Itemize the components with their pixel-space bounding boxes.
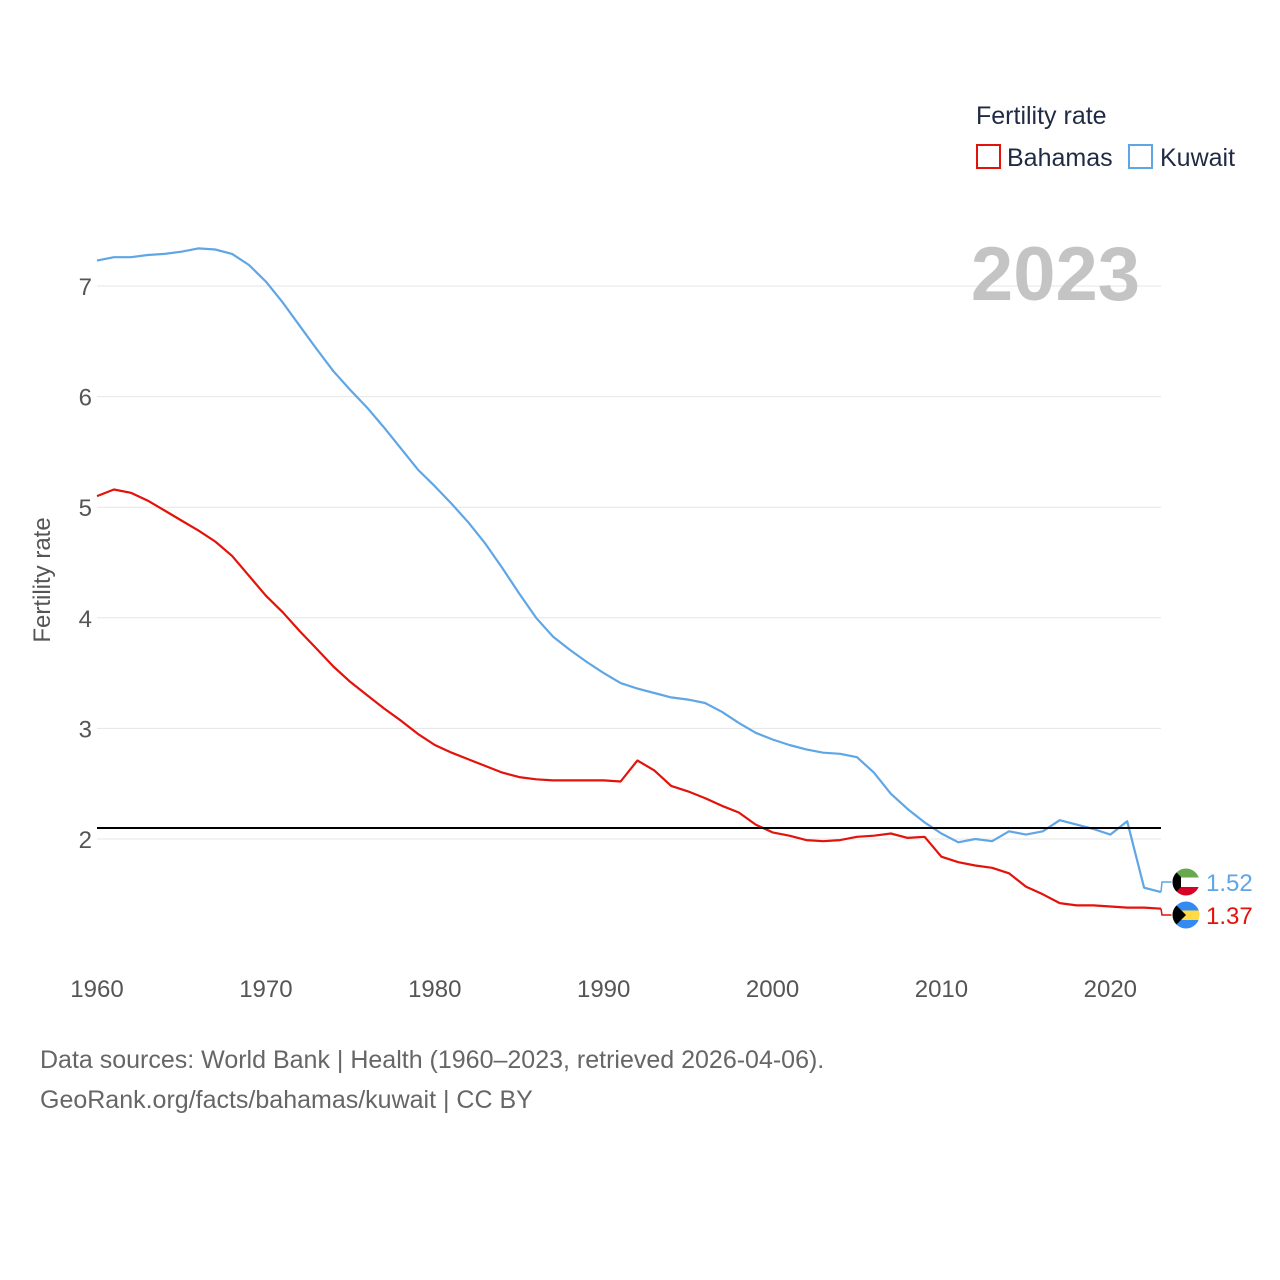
x-tick-label: 2020: [1084, 976, 1137, 1003]
legend: Fertility rate Bahamas Kuwait: [976, 102, 1235, 172]
end-connector: [1160, 908, 1172, 916]
bahamas-flag-icon: [1172, 901, 1200, 929]
legend-swatch-bahamas[interactable]: [976, 144, 1001, 169]
y-tick-label: 6: [79, 385, 92, 412]
footer: Data sources: World Bank | Health (1960–…: [40, 1040, 824, 1120]
grid-lines: [97, 285, 1161, 840]
x-tick-label: 1960: [70, 976, 123, 1003]
footer-link[interactable]: GeoRank.org/facts/bahamas/kuwait | CC BY: [40, 1086, 533, 1114]
legend-label-kuwait[interactable]: Kuwait: [1160, 144, 1235, 172]
x-tick-label: 1990: [577, 976, 630, 1003]
x-tick-label: 2000: [746, 976, 799, 1003]
year-label: 2023: [971, 232, 1140, 317]
y-tick-label: 4: [79, 606, 92, 633]
y-axis-ticks: 2 3 4 5 6 7: [79, 274, 92, 854]
x-tick-label: 2010: [915, 976, 968, 1003]
y-axis-title: Fertility rate: [29, 517, 56, 642]
end-value-label-kuwait: 1.52: [1206, 870, 1253, 897]
series-lines: [96, 247, 1162, 910]
series-line-bahamas[interactable]: [96, 488, 1162, 910]
y-tick-label: 7: [79, 274, 92, 301]
x-tick-label: 1980: [408, 976, 461, 1003]
legend-swatch-kuwait[interactable]: [1128, 144, 1153, 169]
end-markers: 1.52 1.37: [1160, 867, 1253, 930]
y-tick-label: 2: [79, 827, 92, 854]
end-value-label-bahamas: 1.37: [1206, 903, 1253, 930]
end-connector: [1160, 881, 1172, 893]
series-line-kuwait[interactable]: [96, 247, 1162, 894]
legend-title: Fertility rate: [976, 102, 1107, 130]
footer-source: Data sources: World Bank | Health (1960–…: [40, 1046, 825, 1074]
x-tick-label: 1970: [239, 976, 292, 1003]
legend-label-bahamas[interactable]: Bahamas: [1007, 144, 1113, 172]
y-tick-label: 3: [79, 716, 92, 743]
y-tick-label: 5: [79, 495, 92, 522]
x-axis-ticks: 1960 1970 1980 1990 2000 2010 2020: [70, 976, 1137, 1003]
